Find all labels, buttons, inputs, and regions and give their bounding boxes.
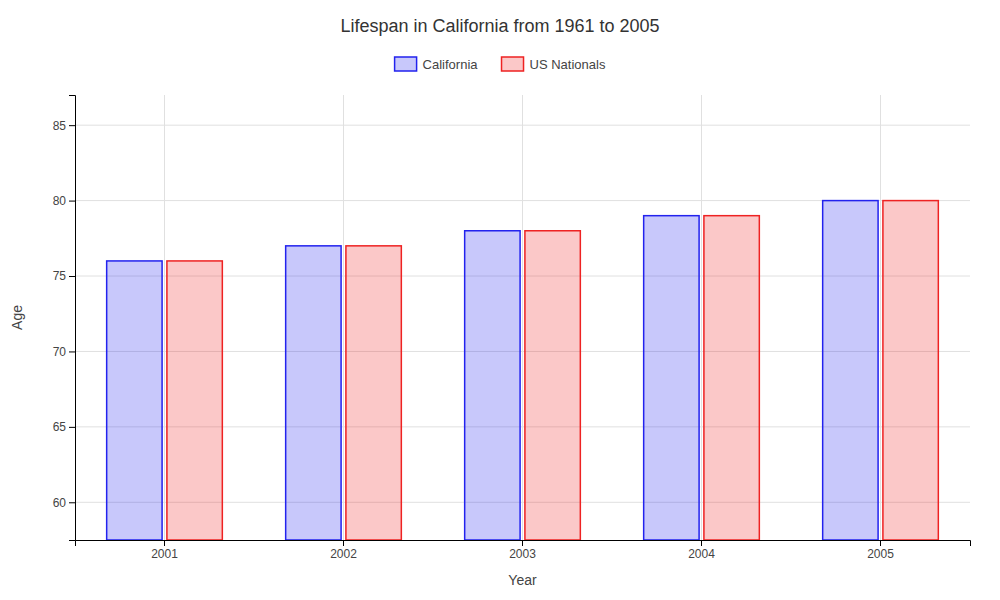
grid-line-x [880, 95, 881, 540]
y-axis: 60 65 70 75 80 85 [53, 96, 76, 541]
y-tick-label: 65 [53, 420, 67, 434]
x-tick: 2002 [330, 540, 357, 561]
x-axis: 2001 2002 2003 2004 2005 [76, 540, 971, 561]
x-tick: 2004 [688, 540, 715, 561]
y-tick: 85 [53, 119, 75, 133]
x-tick-label: 2003 [509, 547, 536, 561]
bar [525, 231, 580, 540]
chart-svg: 2001 2002 2003 2004 2005 60 65 70 75 80 85 Year Age L… [0, 0, 1000, 600]
bar [704, 216, 759, 540]
legend-swatch [502, 57, 524, 71]
grid-line-x [701, 95, 702, 540]
x-tick-label: 2004 [688, 547, 715, 561]
bar [644, 216, 699, 540]
y-tick-label: 80 [53, 194, 67, 208]
legend-swatch [395, 57, 417, 71]
legend-label: US Nationals [530, 57, 606, 72]
grid-line-x [343, 95, 344, 540]
x-tick-label: 2002 [330, 547, 357, 561]
y-axis-title: Age [9, 305, 25, 330]
bar-series [107, 201, 878, 540]
x-tick-label: 2001 [151, 547, 178, 561]
y-tick-mark [69, 201, 75, 202]
x-axis-title: Year [508, 572, 537, 588]
bar [167, 261, 222, 540]
legend-item: California [395, 57, 479, 72]
x-tick: 2003 [509, 540, 536, 561]
y-tick-label: 70 [53, 345, 67, 359]
plot-area: 2001 2002 2003 2004 2005 60 65 70 75 80 85 [53, 95, 971, 561]
x-tick: 2001 [151, 540, 178, 561]
y-tick-mark [69, 276, 75, 277]
y-tick: 75 [53, 269, 75, 283]
legend-item: US Nationals [502, 57, 606, 72]
bars [107, 201, 939, 540]
y-tick-label: 60 [53, 496, 67, 510]
grid-line-x [522, 95, 523, 540]
y-tick: 65 [53, 420, 75, 434]
x-tick-mark [880, 540, 881, 546]
x-tick-mark [343, 540, 344, 546]
bar [286, 246, 341, 540]
grid-line-x [164, 95, 165, 540]
bar-series [167, 201, 938, 540]
y-tick-mark [69, 427, 75, 428]
y-tick-mark [69, 502, 75, 503]
chart-title: Lifespan in California from 1961 to 2005 [340, 16, 659, 36]
x-tick-mark [164, 540, 165, 546]
x-tick: 2005 [867, 540, 894, 561]
y-tick: 60 [53, 496, 75, 510]
bar [107, 261, 162, 540]
y-tick-label: 75 [53, 269, 67, 283]
y-tick: 80 [53, 194, 75, 208]
x-tick-mark [701, 540, 702, 546]
bar [883, 201, 938, 540]
y-tick-label: 85 [53, 119, 67, 133]
x-axis-line [76, 541, 971, 547]
bar [346, 246, 401, 540]
y-tick-mark [69, 351, 75, 352]
y-tick-mark [69, 125, 75, 126]
legend: California US Nationals [395, 57, 606, 72]
x-tick-mark [522, 540, 523, 546]
bar [465, 231, 520, 540]
x-tick-label: 2005 [867, 547, 894, 561]
bar [823, 201, 878, 540]
grid [75, 95, 970, 540]
legend-label: California [423, 57, 479, 72]
y-axis-line [69, 96, 76, 541]
y-tick: 70 [53, 345, 75, 359]
